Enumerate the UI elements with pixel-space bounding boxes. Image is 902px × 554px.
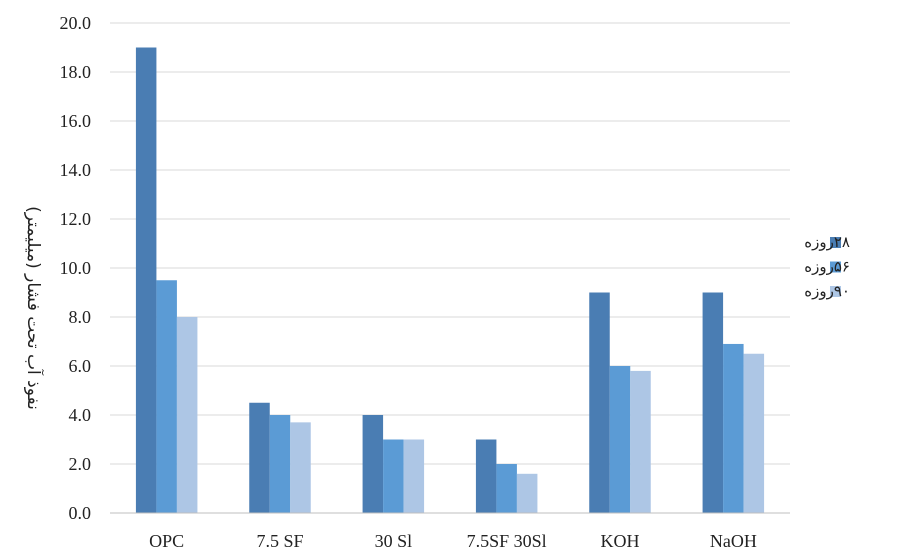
x-tick-label: 30 Sl: [375, 531, 413, 551]
bar: [475, 439, 497, 513]
x-tick-label: 7.5 SF: [256, 531, 303, 551]
legend-swatch: [830, 237, 841, 248]
legend-swatch: [830, 261, 841, 273]
legend-label: ۹۰روزه: [804, 282, 850, 300]
legend-label: ۵۶روزه: [804, 258, 850, 276]
x-tick-label: NaOH: [710, 531, 757, 551]
y-tick-label: 6.0: [69, 356, 92, 376]
bar: [269, 415, 291, 513]
y-tick-label: 4.0: [69, 405, 92, 425]
legend-label: ۲۸روزه: [804, 233, 850, 251]
x-tick-label: OPC: [149, 531, 184, 551]
bar: [496, 464, 517, 513]
bar: [176, 317, 198, 513]
y-tick-label: 8.0: [69, 307, 92, 327]
bar: [723, 343, 744, 513]
bar: [702, 292, 724, 513]
gridlines: [110, 22, 790, 465]
bar: [743, 353, 765, 513]
bar: [516, 473, 538, 513]
bars: [135, 47, 765, 513]
y-tick-label: 12.0: [60, 209, 92, 229]
y-tick-label: 14.0: [60, 160, 92, 180]
y-tick-label: 20.0: [60, 13, 92, 33]
y-axis-ticks: 0.0 2.0 4.0 6.0 8.0 10.0 12.0 14.0 16.0 18.0 20.0: [60, 13, 92, 523]
bar: [589, 292, 610, 513]
x-axis-ticks: OPC 7.5 SF 30 Sl 7.5SF 30Sl KOH NaOH: [149, 531, 757, 551]
bar: [156, 280, 177, 513]
bar: [403, 439, 425, 513]
bar: [609, 366, 631, 513]
bar: [362, 415, 384, 513]
legend: ۲۸روزه ۵۶روزه ۹۰روزه: [804, 233, 850, 300]
bar: [135, 47, 157, 513]
bar: [290, 422, 311, 513]
y-axis-title: نفوذ آب تحت فشار (میلیمتر): [23, 206, 45, 410]
x-tick-label: 7.5SF 30Sl: [467, 531, 547, 551]
y-tick-label: 18.0: [60, 62, 92, 82]
bar: [383, 439, 404, 513]
y-tick-label: 10.0: [60, 258, 92, 278]
x-tick-label: KOH: [601, 531, 640, 551]
y-tick-label: 16.0: [60, 111, 92, 131]
bar: [630, 370, 651, 513]
y-tick-label: 0.0: [69, 503, 92, 523]
legend-swatch: [830, 286, 841, 297]
y-tick-label: 2.0: [69, 454, 92, 474]
bar: [249, 402, 270, 513]
